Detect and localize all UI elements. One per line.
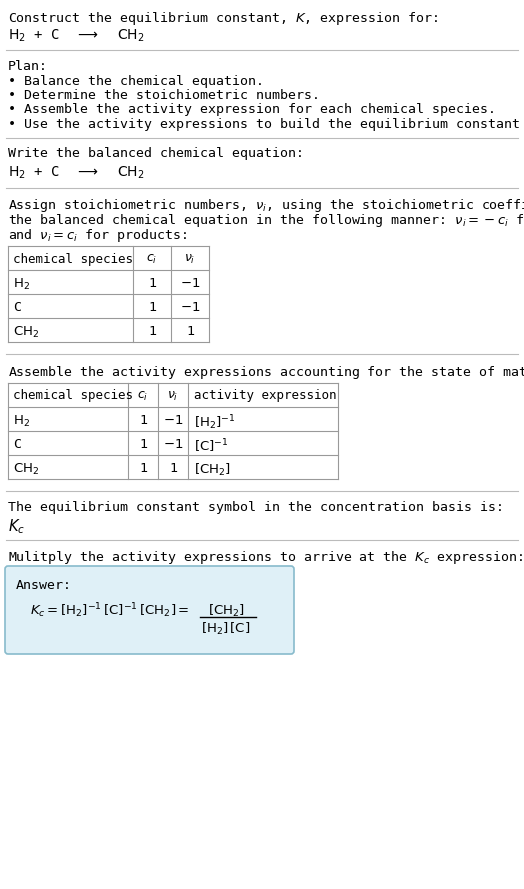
FancyBboxPatch shape: [5, 566, 294, 654]
Text: $\mathrm{H_2}$ + C  $\longrightarrow$  $\mathrm{CH_2}$: $\mathrm{H_2}$ + C $\longrightarrow$ $\m…: [8, 165, 145, 181]
Text: $\mathrm{H_2}$ + C  $\longrightarrow$  $\mathrm{CH_2}$: $\mathrm{H_2}$ + C $\longrightarrow$ $\m…: [8, 28, 145, 44]
Text: Assign stoichiometric numbers, $\nu_i$, using the stoichiometric coefficients, $: Assign stoichiometric numbers, $\nu_i$, …: [8, 197, 524, 214]
Text: C: C: [13, 437, 21, 451]
Text: $[\mathrm{H_2}]\,[\mathrm{C}]$: $[\mathrm{H_2}]\,[\mathrm{C}]$: [201, 621, 250, 637]
Text: $-1$: $-1$: [163, 413, 183, 427]
Text: • Balance the chemical equation.: • Balance the chemical equation.: [8, 75, 264, 87]
Text: $\mathrm{CH_2}$: $\mathrm{CH_2}$: [13, 325, 39, 340]
Text: chemical species: chemical species: [13, 253, 133, 266]
Text: 1: 1: [148, 325, 156, 338]
Text: $[\mathrm{CH_2}]$: $[\mathrm{CH_2}]$: [208, 603, 245, 619]
Text: 1: 1: [139, 413, 147, 427]
Text: $c_i$: $c_i$: [146, 253, 158, 266]
Text: activity expression: activity expression: [194, 389, 336, 403]
Text: The equilibrium constant symbol in the concentration basis is:: The equilibrium constant symbol in the c…: [8, 501, 504, 514]
Text: $-1$: $-1$: [163, 437, 183, 451]
Text: $\mathrm{H_2}$: $\mathrm{H_2}$: [13, 413, 30, 428]
Text: $\mathrm{CH_2}$: $\mathrm{CH_2}$: [13, 461, 39, 477]
Text: $[\mathrm{H_2}]^{-1}$: $[\mathrm{H_2}]^{-1}$: [194, 413, 236, 432]
Text: Assemble the activity expressions accounting for the state of matter and $\nu_i$: Assemble the activity expressions accoun…: [8, 364, 524, 381]
Text: $K_c = [\mathrm{H_2}]^{-1}\,[\mathrm{C}]^{-1}\,[\mathrm{CH_2}] = $: $K_c = [\mathrm{H_2}]^{-1}\,[\mathrm{C}]…: [30, 601, 189, 620]
Text: • Determine the stoichiometric numbers.: • Determine the stoichiometric numbers.: [8, 89, 320, 102]
Text: Plan:: Plan:: [8, 60, 48, 73]
Text: 1: 1: [148, 301, 156, 314]
Text: $K_c$: $K_c$: [8, 517, 25, 536]
Text: 1: 1: [169, 461, 177, 475]
Text: 1: 1: [148, 277, 156, 290]
Text: $\nu_i$: $\nu_i$: [184, 253, 195, 266]
Text: Construct the equilibrium constant, $K$, expression for:: Construct the equilibrium constant, $K$,…: [8, 10, 438, 27]
Text: 1: 1: [186, 325, 194, 338]
Text: Answer:: Answer:: [16, 579, 72, 592]
Text: $c_i$: $c_i$: [137, 389, 149, 403]
Text: 1: 1: [139, 461, 147, 475]
Text: the balanced chemical equation in the following manner: $\nu_i = -c_i$ for react: the balanced chemical equation in the fo…: [8, 212, 524, 229]
Text: chemical species: chemical species: [13, 389, 133, 403]
Text: • Assemble the activity expression for each chemical species.: • Assemble the activity expression for e…: [8, 103, 496, 116]
Text: Mulitply the activity expressions to arrive at the $K_c$ expression:: Mulitply the activity expressions to arr…: [8, 549, 523, 566]
Text: $[\mathrm{CH_2}]$: $[\mathrm{CH_2}]$: [194, 461, 231, 477]
Text: $-1$: $-1$: [180, 301, 200, 314]
Text: $-1$: $-1$: [180, 277, 200, 290]
Text: $[\mathrm{C}]^{-1}$: $[\mathrm{C}]^{-1}$: [194, 437, 228, 455]
Text: Write the balanced chemical equation:: Write the balanced chemical equation:: [8, 148, 304, 161]
Text: • Use the activity expressions to build the equilibrium constant expression.: • Use the activity expressions to build …: [8, 118, 524, 131]
Text: C: C: [13, 301, 21, 314]
Text: 1: 1: [139, 437, 147, 451]
Text: $\mathrm{H_2}$: $\mathrm{H_2}$: [13, 277, 30, 292]
Text: and $\nu_i = c_i$ for products:: and $\nu_i = c_i$ for products:: [8, 227, 187, 244]
Text: $\nu_i$: $\nu_i$: [167, 389, 179, 403]
